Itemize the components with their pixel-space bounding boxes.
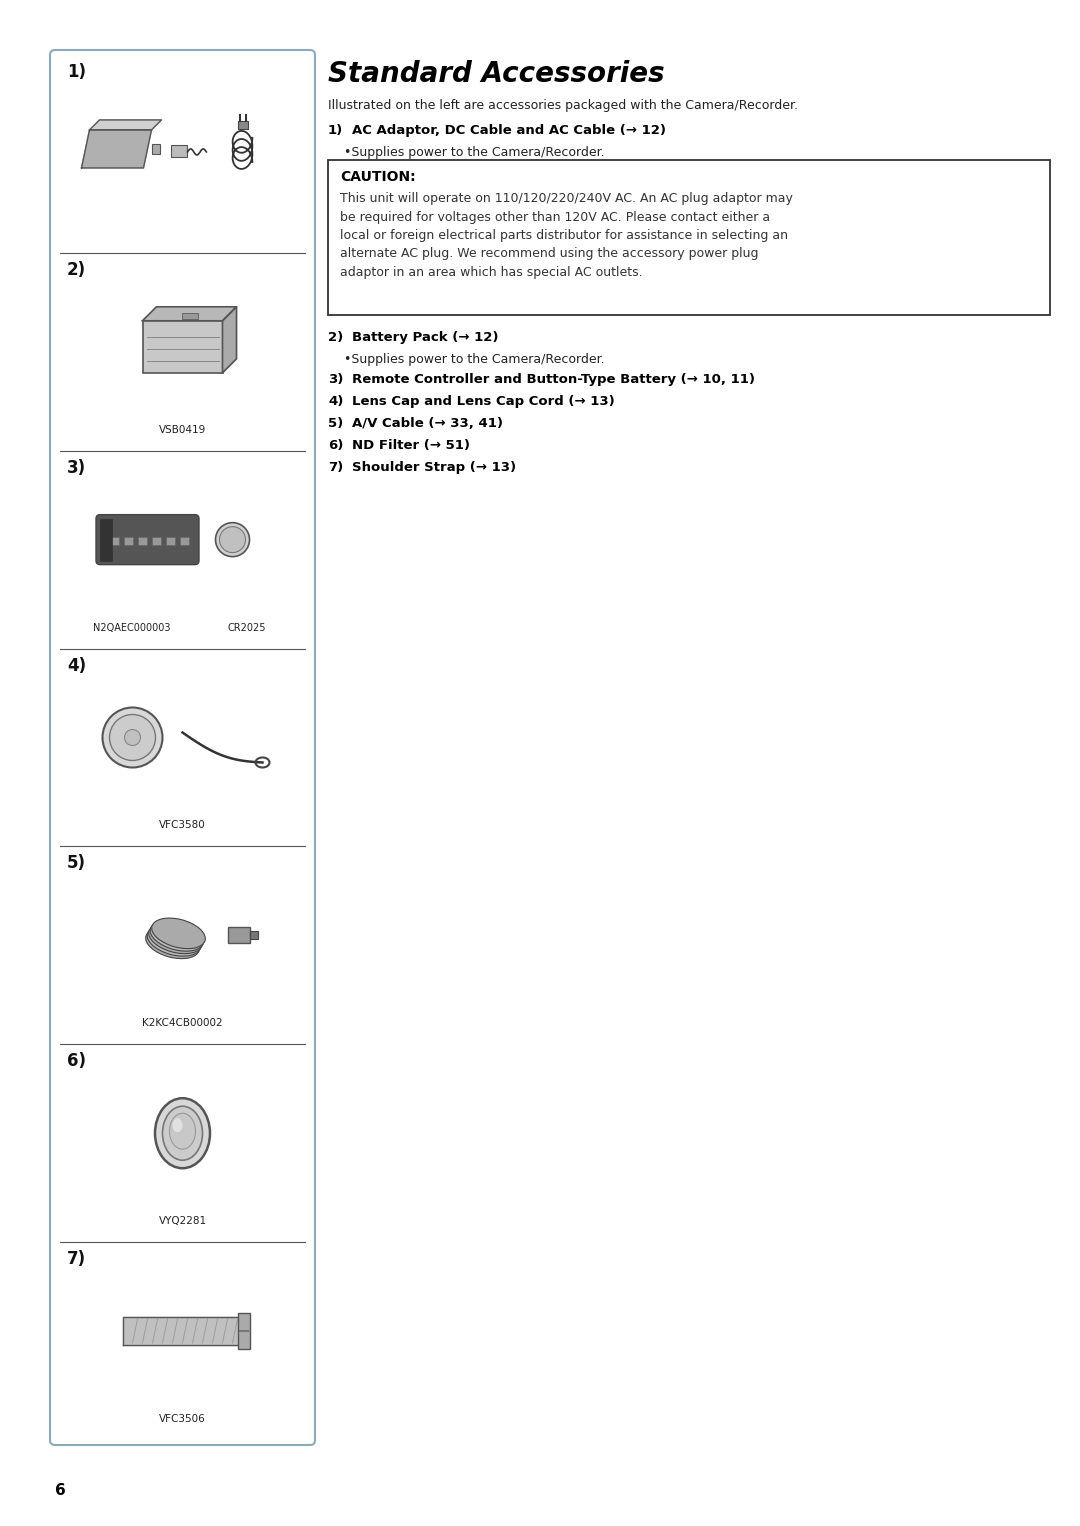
Text: N2QAEC000003: N2QAEC000003 bbox=[93, 623, 171, 633]
Ellipse shape bbox=[124, 729, 140, 746]
Text: VYQ2281: VYQ2281 bbox=[159, 1216, 206, 1227]
Ellipse shape bbox=[173, 1119, 183, 1132]
Ellipse shape bbox=[151, 919, 205, 949]
Bar bbox=[238, 121, 247, 128]
Bar bbox=[249, 931, 257, 940]
Bar bbox=[143, 320, 222, 372]
FancyBboxPatch shape bbox=[96, 514, 199, 565]
Ellipse shape bbox=[162, 1106, 203, 1160]
Text: Standard Accessories: Standard Accessories bbox=[328, 60, 664, 89]
Ellipse shape bbox=[146, 928, 200, 958]
Text: 5): 5) bbox=[67, 855, 86, 873]
Text: 2): 2) bbox=[67, 261, 86, 279]
Ellipse shape bbox=[150, 920, 204, 951]
Bar bbox=[181, 313, 198, 319]
Text: VFC3506: VFC3506 bbox=[159, 1415, 206, 1424]
Text: 7): 7) bbox=[328, 461, 343, 475]
Polygon shape bbox=[222, 307, 237, 372]
Text: K2KC4CB00002: K2KC4CB00002 bbox=[143, 1018, 222, 1029]
Text: 6: 6 bbox=[55, 1483, 66, 1499]
Text: 6): 6) bbox=[328, 439, 343, 452]
Ellipse shape bbox=[147, 926, 201, 957]
Text: 1): 1) bbox=[328, 124, 343, 137]
Ellipse shape bbox=[170, 1112, 195, 1149]
Ellipse shape bbox=[219, 526, 245, 552]
Text: 5): 5) bbox=[328, 417, 343, 430]
Bar bbox=[100, 519, 112, 560]
Text: ND Filter (→ 51): ND Filter (→ 51) bbox=[352, 439, 470, 452]
Text: 7): 7) bbox=[67, 1250, 86, 1268]
Text: 4): 4) bbox=[67, 656, 86, 674]
Ellipse shape bbox=[103, 708, 162, 768]
Polygon shape bbox=[81, 130, 151, 168]
Text: 6): 6) bbox=[67, 1053, 86, 1070]
Bar bbox=[171, 145, 187, 157]
Bar bbox=[180, 537, 189, 545]
Polygon shape bbox=[90, 121, 162, 130]
Text: CR2025: CR2025 bbox=[227, 623, 266, 633]
Text: Remote Controller and Button-Type Battery (→ 10, 11): Remote Controller and Button-Type Batter… bbox=[352, 372, 755, 386]
Bar bbox=[228, 928, 249, 943]
Bar bbox=[238, 1312, 249, 1349]
Bar bbox=[152, 537, 161, 545]
Text: A/V Cable (→ 33, 41): A/V Cable (→ 33, 41) bbox=[352, 417, 503, 430]
Bar bbox=[124, 537, 133, 545]
FancyBboxPatch shape bbox=[50, 50, 315, 1445]
Text: Lens Cap and Lens Cap Cord (→ 13): Lens Cap and Lens Cap Cord (→ 13) bbox=[352, 395, 615, 407]
Text: •Supplies power to the Camera/Recorder.: •Supplies power to the Camera/Recorder. bbox=[345, 353, 605, 366]
Ellipse shape bbox=[149, 923, 202, 954]
Text: Battery Pack (→ 12): Battery Pack (→ 12) bbox=[352, 331, 499, 343]
Text: CAUTION:: CAUTION: bbox=[340, 169, 416, 185]
Text: 4): 4) bbox=[328, 395, 343, 407]
Polygon shape bbox=[122, 1317, 243, 1344]
Text: VSB0419: VSB0419 bbox=[159, 424, 206, 435]
Text: Illustrated on the left are accessories packaged with the Camera/Recorder.: Illustrated on the left are accessories … bbox=[328, 99, 798, 111]
Text: 1): 1) bbox=[67, 63, 86, 81]
Text: 3): 3) bbox=[67, 459, 86, 476]
Bar bbox=[138, 537, 147, 545]
Text: AC Adaptor, DC Cable and AC Cable (→ 12): AC Adaptor, DC Cable and AC Cable (→ 12) bbox=[352, 124, 666, 137]
Bar bbox=[328, 160, 1050, 314]
Text: •Supplies power to the Camera/Recorder.: •Supplies power to the Camera/Recorder. bbox=[345, 146, 605, 159]
Bar bbox=[151, 143, 160, 154]
Ellipse shape bbox=[156, 1099, 210, 1169]
Bar bbox=[166, 537, 175, 545]
Bar bbox=[110, 537, 119, 545]
Text: Shoulder Strap (→ 13): Shoulder Strap (→ 13) bbox=[352, 461, 516, 475]
Text: VFC3580: VFC3580 bbox=[159, 821, 206, 830]
Text: 3): 3) bbox=[328, 372, 343, 386]
Ellipse shape bbox=[216, 522, 249, 557]
Ellipse shape bbox=[109, 714, 156, 760]
Polygon shape bbox=[143, 307, 237, 320]
Text: 2): 2) bbox=[328, 331, 343, 343]
Text: This unit will operate on 110/120/220/240V AC. An AC plug adaptor may
be require: This unit will operate on 110/120/220/24… bbox=[340, 192, 793, 279]
